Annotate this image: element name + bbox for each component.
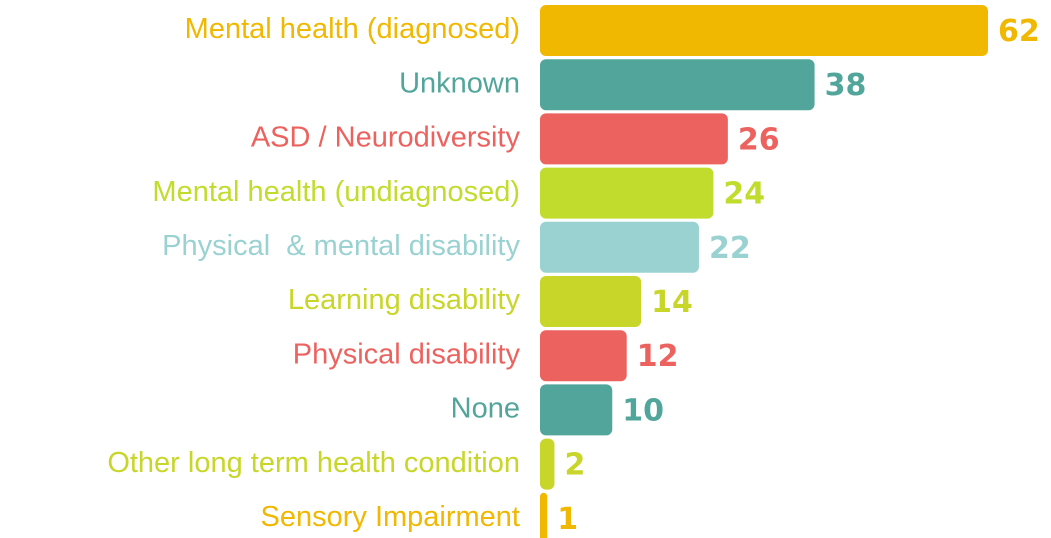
bar [540, 5, 988, 56]
value-label: 10 [622, 393, 664, 428]
category-label: Sensory Impairment [261, 501, 521, 533]
category-label: Mental health (diagnosed) [185, 13, 520, 45]
bar [540, 59, 815, 111]
bar [540, 276, 642, 327]
value-label: 12 [637, 339, 679, 374]
value-label: 38 [825, 68, 867, 103]
bar [540, 492, 548, 538]
category-label: None [451, 393, 520, 425]
category-label: Mental health (undiagnosed) [152, 176, 520, 208]
bar [540, 330, 627, 382]
bar [540, 438, 555, 490]
bar [540, 113, 728, 165]
value-label: 1 [557, 502, 578, 537]
value-label: 22 [709, 231, 751, 266]
category-label: Learning disability [288, 284, 521, 316]
value-label: 2 [564, 448, 585, 483]
category-label: Physical & mental disability [162, 230, 520, 262]
bar [540, 384, 613, 436]
value-label: 62 [998, 14, 1040, 49]
category-label: Other long term health condition [107, 447, 520, 479]
category-label: Unknown [399, 67, 520, 99]
value-label: 26 [738, 122, 780, 157]
category-label: ASD / Neurodiversity [251, 122, 521, 154]
value-label: 14 [651, 285, 693, 320]
value-label: 24 [723, 177, 765, 212]
category-label: Physical disability [293, 338, 521, 370]
bar [540, 167, 714, 219]
bar [540, 221, 699, 273]
